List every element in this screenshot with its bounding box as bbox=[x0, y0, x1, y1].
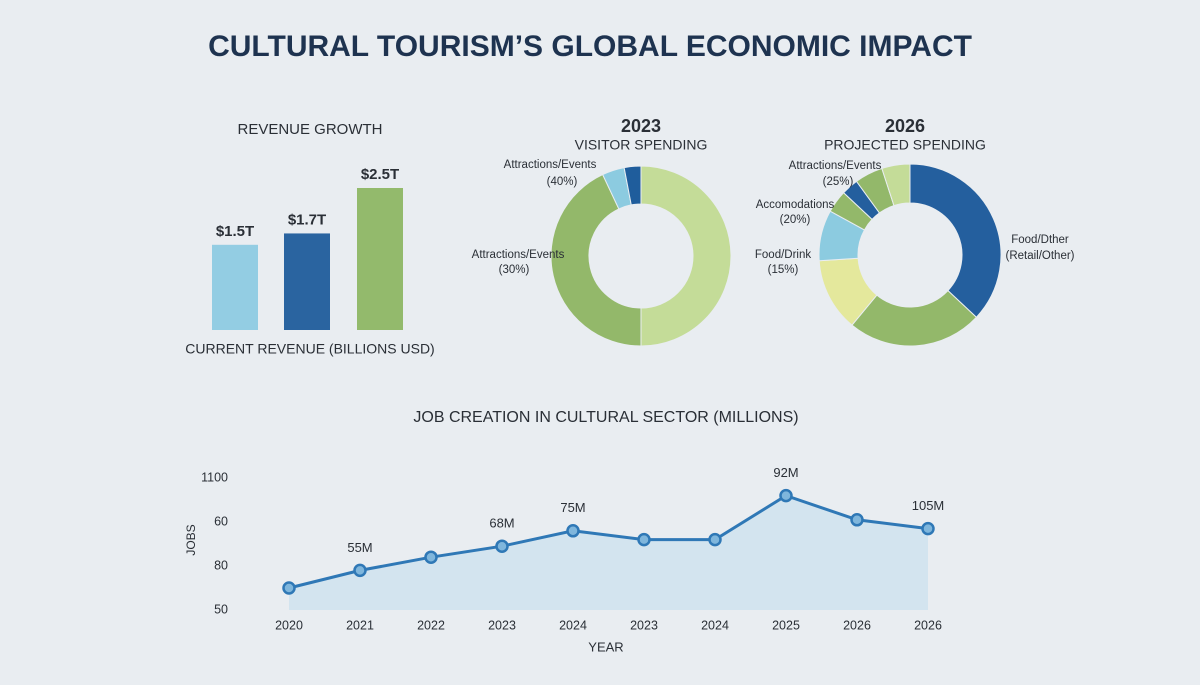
annotation: Attractions/Events bbox=[504, 159, 597, 171]
point bbox=[424, 550, 438, 564]
chart-subtitle: VISITOR SPENDING bbox=[575, 137, 708, 153]
x-tick-label: 2023 bbox=[630, 618, 658, 632]
x-tick-label: 2024 bbox=[701, 618, 729, 632]
x-tick-label: 2021 bbox=[346, 618, 374, 632]
point bbox=[850, 513, 864, 527]
point bbox=[708, 532, 722, 547]
y-tick-label: 60 bbox=[214, 514, 228, 528]
value-label: $2.5T bbox=[361, 166, 399, 183]
value-label: 92M bbox=[773, 465, 798, 480]
x-tick-label: 2022 bbox=[417, 618, 445, 632]
annotation: (15%) bbox=[768, 264, 799, 276]
x-tick-label: 2023 bbox=[488, 618, 516, 632]
bar bbox=[357, 188, 403, 330]
point bbox=[353, 563, 367, 578]
chart-title: JOB CREATION IN CULTURAL SECTOR (MILLION… bbox=[413, 409, 798, 426]
donut-segment bbox=[623, 165, 642, 206]
x-tick-label: 2024 bbox=[559, 618, 587, 632]
bar bbox=[212, 244, 258, 330]
value-label: 68M bbox=[489, 516, 514, 531]
point bbox=[282, 581, 296, 595]
chart-title: REVENUE GROWTH bbox=[237, 121, 382, 138]
annotation: Attractions/Events bbox=[789, 160, 882, 172]
value-label: 75M bbox=[560, 500, 585, 515]
value-label: $1.5T bbox=[216, 223, 254, 240]
y-tick-label: 50 bbox=[214, 602, 228, 616]
x-tick-label: 2026 bbox=[843, 618, 871, 632]
annotation: (Retail/Other) bbox=[1005, 250, 1074, 262]
y-tick-label: 1100 bbox=[201, 470, 228, 484]
annotation: Food/Drink bbox=[755, 249, 811, 261]
donut-segment bbox=[550, 173, 642, 347]
x-tick-label: 2026 bbox=[914, 618, 942, 632]
chart-title: 2023 bbox=[621, 116, 661, 136]
chart-subtitle: PROJECTED SPENDING bbox=[824, 137, 986, 153]
donut-segment bbox=[909, 163, 1002, 319]
x-axis-label: CURRENT REVENUE (BILLIONS USD) bbox=[185, 341, 434, 357]
donut-segment bbox=[640, 165, 732, 347]
annotation: Accomodations bbox=[756, 199, 835, 211]
area bbox=[289, 495, 928, 610]
chart-title: 2026 bbox=[885, 116, 925, 136]
point bbox=[637, 532, 651, 547]
line bbox=[288, 493, 929, 590]
bar bbox=[284, 233, 330, 330]
x-axis-label: YEAR bbox=[588, 639, 623, 654]
annotation: (40%) bbox=[547, 176, 578, 188]
annotation: (30%) bbox=[499, 264, 530, 276]
annotation: Attractions/Events bbox=[472, 249, 565, 261]
annotation: Food/Dther bbox=[1011, 234, 1069, 246]
donut-segment bbox=[881, 163, 911, 207]
point bbox=[495, 539, 509, 553]
point bbox=[921, 521, 935, 536]
annotation: (20%) bbox=[780, 214, 811, 226]
value-label: $1.7T bbox=[288, 211, 326, 228]
y-axis-label: JOBS bbox=[184, 524, 198, 555]
y-tick-label: 80 bbox=[214, 558, 228, 572]
x-tick-label: 2025 bbox=[772, 618, 800, 632]
value-label: 55M bbox=[347, 540, 372, 555]
value-label: 105M bbox=[912, 498, 945, 513]
annotation: (25%) bbox=[823, 176, 854, 188]
page-title: CULTURAL TOURISM’S GLOBAL ECONOMIC IMPAC… bbox=[208, 30, 972, 63]
point bbox=[566, 524, 580, 538]
x-tick-label: 2020 bbox=[275, 618, 303, 632]
point bbox=[779, 488, 793, 503]
